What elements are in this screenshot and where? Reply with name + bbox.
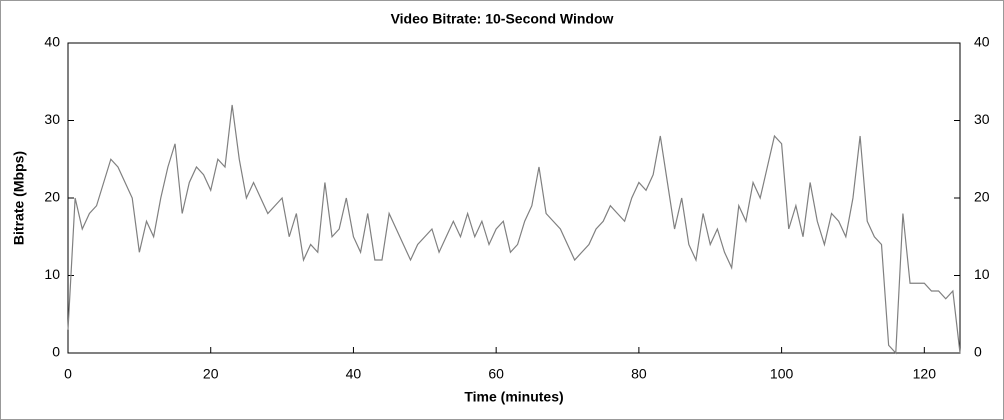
y2-tick-label: 30 [974, 111, 990, 127]
y2-tick-label: 10 [974, 266, 990, 282]
bitrate-line [67, 104, 961, 355]
x-tick-label: 60 [488, 366, 504, 382]
y-tick-label: 10 [44, 266, 60, 282]
x-tick-label: 40 [346, 366, 362, 382]
y2-tick-label: 20 [974, 189, 990, 205]
x-tick-label: 120 [913, 366, 937, 382]
y-axis-label: Bitrate (Mbps) [11, 151, 27, 245]
y-tick-label: 40 [44, 34, 60, 50]
x-axis-label: Time (minutes) [464, 389, 563, 405]
y-tick-label: 0 [52, 344, 60, 360]
x-tick-label: 80 [631, 366, 647, 382]
chart-title: Video Bitrate: 10-Second Window [391, 11, 614, 27]
y-tick-label: 30 [44, 111, 60, 127]
x-tick-label: 20 [203, 366, 219, 382]
y-tick-label: 20 [44, 189, 60, 205]
x-tick-label: 100 [770, 366, 794, 382]
y2-tick-label: 40 [974, 34, 990, 50]
x-tick-label: 0 [64, 366, 72, 382]
y2-tick-label: 0 [974, 344, 982, 360]
